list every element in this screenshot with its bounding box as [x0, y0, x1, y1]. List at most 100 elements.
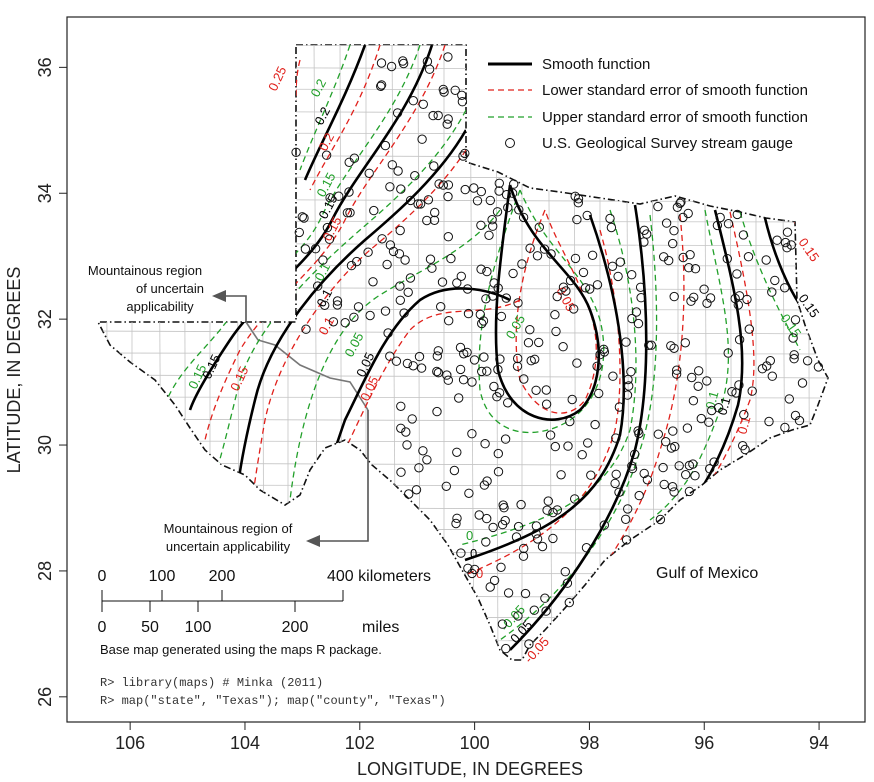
- y-tick-label: 30: [35, 435, 55, 455]
- stream-gauge-marker: [739, 409, 749, 420]
- stream-gauge-marker: [475, 309, 485, 320]
- stream-gauge-marker: [590, 419, 600, 430]
- stream-gauge-marker: [573, 194, 584, 204]
- stream-gauge-marker: [599, 347, 610, 357]
- stream-gauge-marker: [405, 273, 416, 283]
- stream-gauge-marker: [570, 253, 581, 264]
- contour-label-0-black: 0: [470, 546, 477, 561]
- stream-gauge-marker: [732, 209, 742, 220]
- stream-gauge-marker: [639, 468, 649, 479]
- stream-gauge-marker: [407, 414, 417, 424]
- stream-gauge-marker: [534, 222, 544, 232]
- stream-gauge-marker: [496, 311, 507, 322]
- stream-gauge-marker: [709, 457, 719, 467]
- stream-gauge-marker: [539, 244, 550, 254]
- stream-gauge-marker: [493, 467, 504, 477]
- stream-gauge-marker: [674, 461, 684, 471]
- stream-gauge-marker: [715, 212, 725, 223]
- y-axis-label: LATITUDE, IN DEGREES: [4, 267, 24, 474]
- stream-gauge-marker: [685, 250, 695, 260]
- stream-gauge-marker: [443, 114, 453, 124]
- stream-gauge-marker: [513, 611, 523, 621]
- stream-gauge-marker: [659, 479, 669, 490]
- stream-gauge-marker: [484, 230, 494, 241]
- stream-gauge-marker: [476, 220, 486, 231]
- mountain-top-line2: of uncertain: [136, 281, 204, 296]
- legend-gauge-swatch: [505, 138, 515, 148]
- scale-km-400: 400 kilometers: [327, 568, 431, 585]
- legend-upper-label: Upper standard error of smooth function: [542, 109, 808, 126]
- stream-gauge-marker: [789, 350, 799, 360]
- stream-gauge-marker: [503, 398, 513, 408]
- stream-gauge-marker: [613, 271, 623, 282]
- stream-gauge-marker: [546, 249, 556, 259]
- stream-gauge-marker: [705, 293, 716, 303]
- mountain-top-arrowhead-icon: [212, 290, 226, 302]
- stream-gauge-marker: [492, 207, 503, 217]
- stream-gauge-marker: [478, 316, 489, 326]
- stream-gauge-marker: [551, 326, 561, 337]
- stream-gauge-marker: [485, 582, 495, 592]
- stream-gauge-marker: [599, 520, 609, 530]
- stream-gauge-marker: [669, 343, 679, 353]
- stream-gauge-marker: [462, 284, 473, 294]
- contour-label-n005-red: -0.05: [521, 634, 552, 666]
- stream-gauge-marker: [614, 402, 625, 412]
- stream-gauge-marker: [403, 287, 413, 297]
- plot-frame: [66, 16, 866, 723]
- stream-gauge-marker: [438, 84, 448, 95]
- stream-gauge-marker: [452, 513, 462, 523]
- contour-label-01-upper: 0.1: [311, 260, 333, 283]
- stream-gauge-marker: [352, 256, 362, 267]
- stream-gauge-marker: [497, 519, 508, 530]
- stream-gauge-marker: [770, 275, 780, 286]
- mountain-top-line3: applicability: [126, 299, 194, 314]
- mountain-annotation-top: Mountainous region of uncertain applicab…: [88, 263, 247, 322]
- stream-gauge-marker: [676, 197, 686, 207]
- stream-gauge-marker: [556, 470, 566, 480]
- contour-label-01-east-black: 0.1: [714, 395, 733, 416]
- stream-gauge-marker: [611, 433, 621, 443]
- scale-km-ticks: [101, 590, 344, 601]
- stream-gauge-marker: [694, 366, 704, 376]
- stream-gauge-marker: [558, 282, 569, 292]
- stream-gauge-marker: [433, 346, 443, 356]
- upper-se-line-01b: [649, 209, 729, 521]
- stream-gauge-marker: [531, 529, 541, 539]
- stream-gauge-marker: [508, 268, 518, 279]
- stream-gauge-marker: [443, 232, 453, 242]
- smooth-line-005-loop: [494, 184, 600, 421]
- lower-se-line-015: [204, 45, 446, 441]
- stream-gauge-marker: [495, 354, 505, 364]
- stream-gauge-marker: [690, 264, 701, 274]
- stream-gauge-marker: [661, 437, 671, 447]
- stream-gauge-marker: [482, 476, 492, 486]
- smooth-line-01: [236, 129, 468, 486]
- stream-gauge-marker: [321, 150, 332, 160]
- stream-gauge-marker: [342, 208, 353, 218]
- stream-gauge-marker: [680, 338, 690, 348]
- stream-gauge-marker: [489, 575, 500, 586]
- stream-gauge-marker: [672, 365, 682, 375]
- stream-gauge-marker: [377, 234, 387, 244]
- scale-km-100: 100: [149, 568, 176, 585]
- stream-gauge-marker: [525, 243, 535, 253]
- stream-gauge-marker: [501, 293, 511, 303]
- stream-gauge-marker: [572, 358, 582, 368]
- legend: Smooth function Lower standard error of …: [488, 56, 808, 152]
- stream-gauge-marker: [410, 171, 420, 181]
- stream-gauge-marker: [813, 362, 824, 372]
- stream-gauge-marker: [627, 313, 637, 324]
- x-tick-label: 106: [115, 733, 145, 753]
- stream-gauge-marker: [669, 226, 679, 236]
- stream-gauge-marker: [396, 467, 406, 477]
- stream-gauge-marker: [414, 463, 424, 473]
- stream-gauge-marker: [512, 361, 523, 371]
- stream-gauge-marker: [411, 485, 422, 495]
- stream-gauge-marker: [532, 251, 543, 261]
- stream-gauge-marker: [322, 222, 333, 233]
- stream-gauge-marker: [395, 281, 405, 291]
- stream-gauge-marker: [395, 225, 405, 236]
- stream-gauge-marker: [653, 429, 663, 439]
- contour-label-005-lower: 0.05: [357, 374, 381, 403]
